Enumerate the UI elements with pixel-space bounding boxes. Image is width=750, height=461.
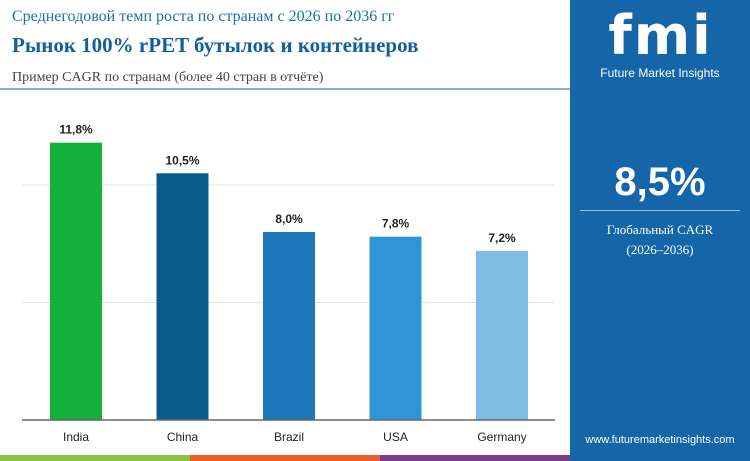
global-cagr-value: 8,5% bbox=[614, 160, 706, 204]
bar-chart: 11,8% India 10,5% China 8,0% Brazil 7,8% USA 7,2… bbox=[22, 123, 555, 444]
stripe-purple bbox=[380, 455, 570, 461]
brand-name: Future Market Insights bbox=[600, 66, 720, 80]
data-label: 7,2% bbox=[488, 231, 516, 245]
data-label: 7,8% bbox=[382, 217, 410, 231]
bar-usa bbox=[369, 236, 422, 420]
data-label: 8,0% bbox=[275, 212, 303, 226]
x-tick-label: USA bbox=[383, 430, 408, 444]
data-label: 10,5% bbox=[165, 153, 199, 167]
stripe-green bbox=[0, 455, 190, 461]
panel-divider bbox=[580, 210, 740, 211]
data-label: 11,8% bbox=[59, 123, 93, 137]
chart-subtitle: Среднегодовой темп роста по странам с 20… bbox=[12, 8, 395, 25]
chart-title: Рынок 100% rPET бутылок и контейнеров bbox=[12, 33, 419, 57]
x-tick-label: India bbox=[63, 430, 89, 444]
side-panel: fmi Future Market Insights 8,5% Глобальн… bbox=[570, 0, 750, 461]
bar-brazil bbox=[263, 232, 315, 420]
stripe-orange bbox=[190, 455, 380, 461]
x-tick-label: China bbox=[167, 430, 199, 444]
header-divider bbox=[0, 88, 570, 90]
fmi-logo: fmi bbox=[608, 4, 713, 67]
x-tick-label: Brazil bbox=[274, 430, 304, 444]
bar-china bbox=[156, 173, 209, 420]
bar-india bbox=[50, 142, 102, 420]
x-tick-label: Germany bbox=[477, 430, 526, 444]
global-cagr-label: Глобальный CAGR bbox=[606, 222, 714, 237]
bar-germany bbox=[476, 250, 528, 420]
global-cagr-period: (2026–2036) bbox=[626, 242, 694, 257]
chart-note: Пример CAGR по странам (более 40 стран в… bbox=[12, 70, 324, 85]
website-link[interactable]: www.futuremarketinsights.com bbox=[585, 434, 735, 446]
global-cagr-label-block: Глобальный CAGR (2026–2036) bbox=[570, 220, 750, 260]
